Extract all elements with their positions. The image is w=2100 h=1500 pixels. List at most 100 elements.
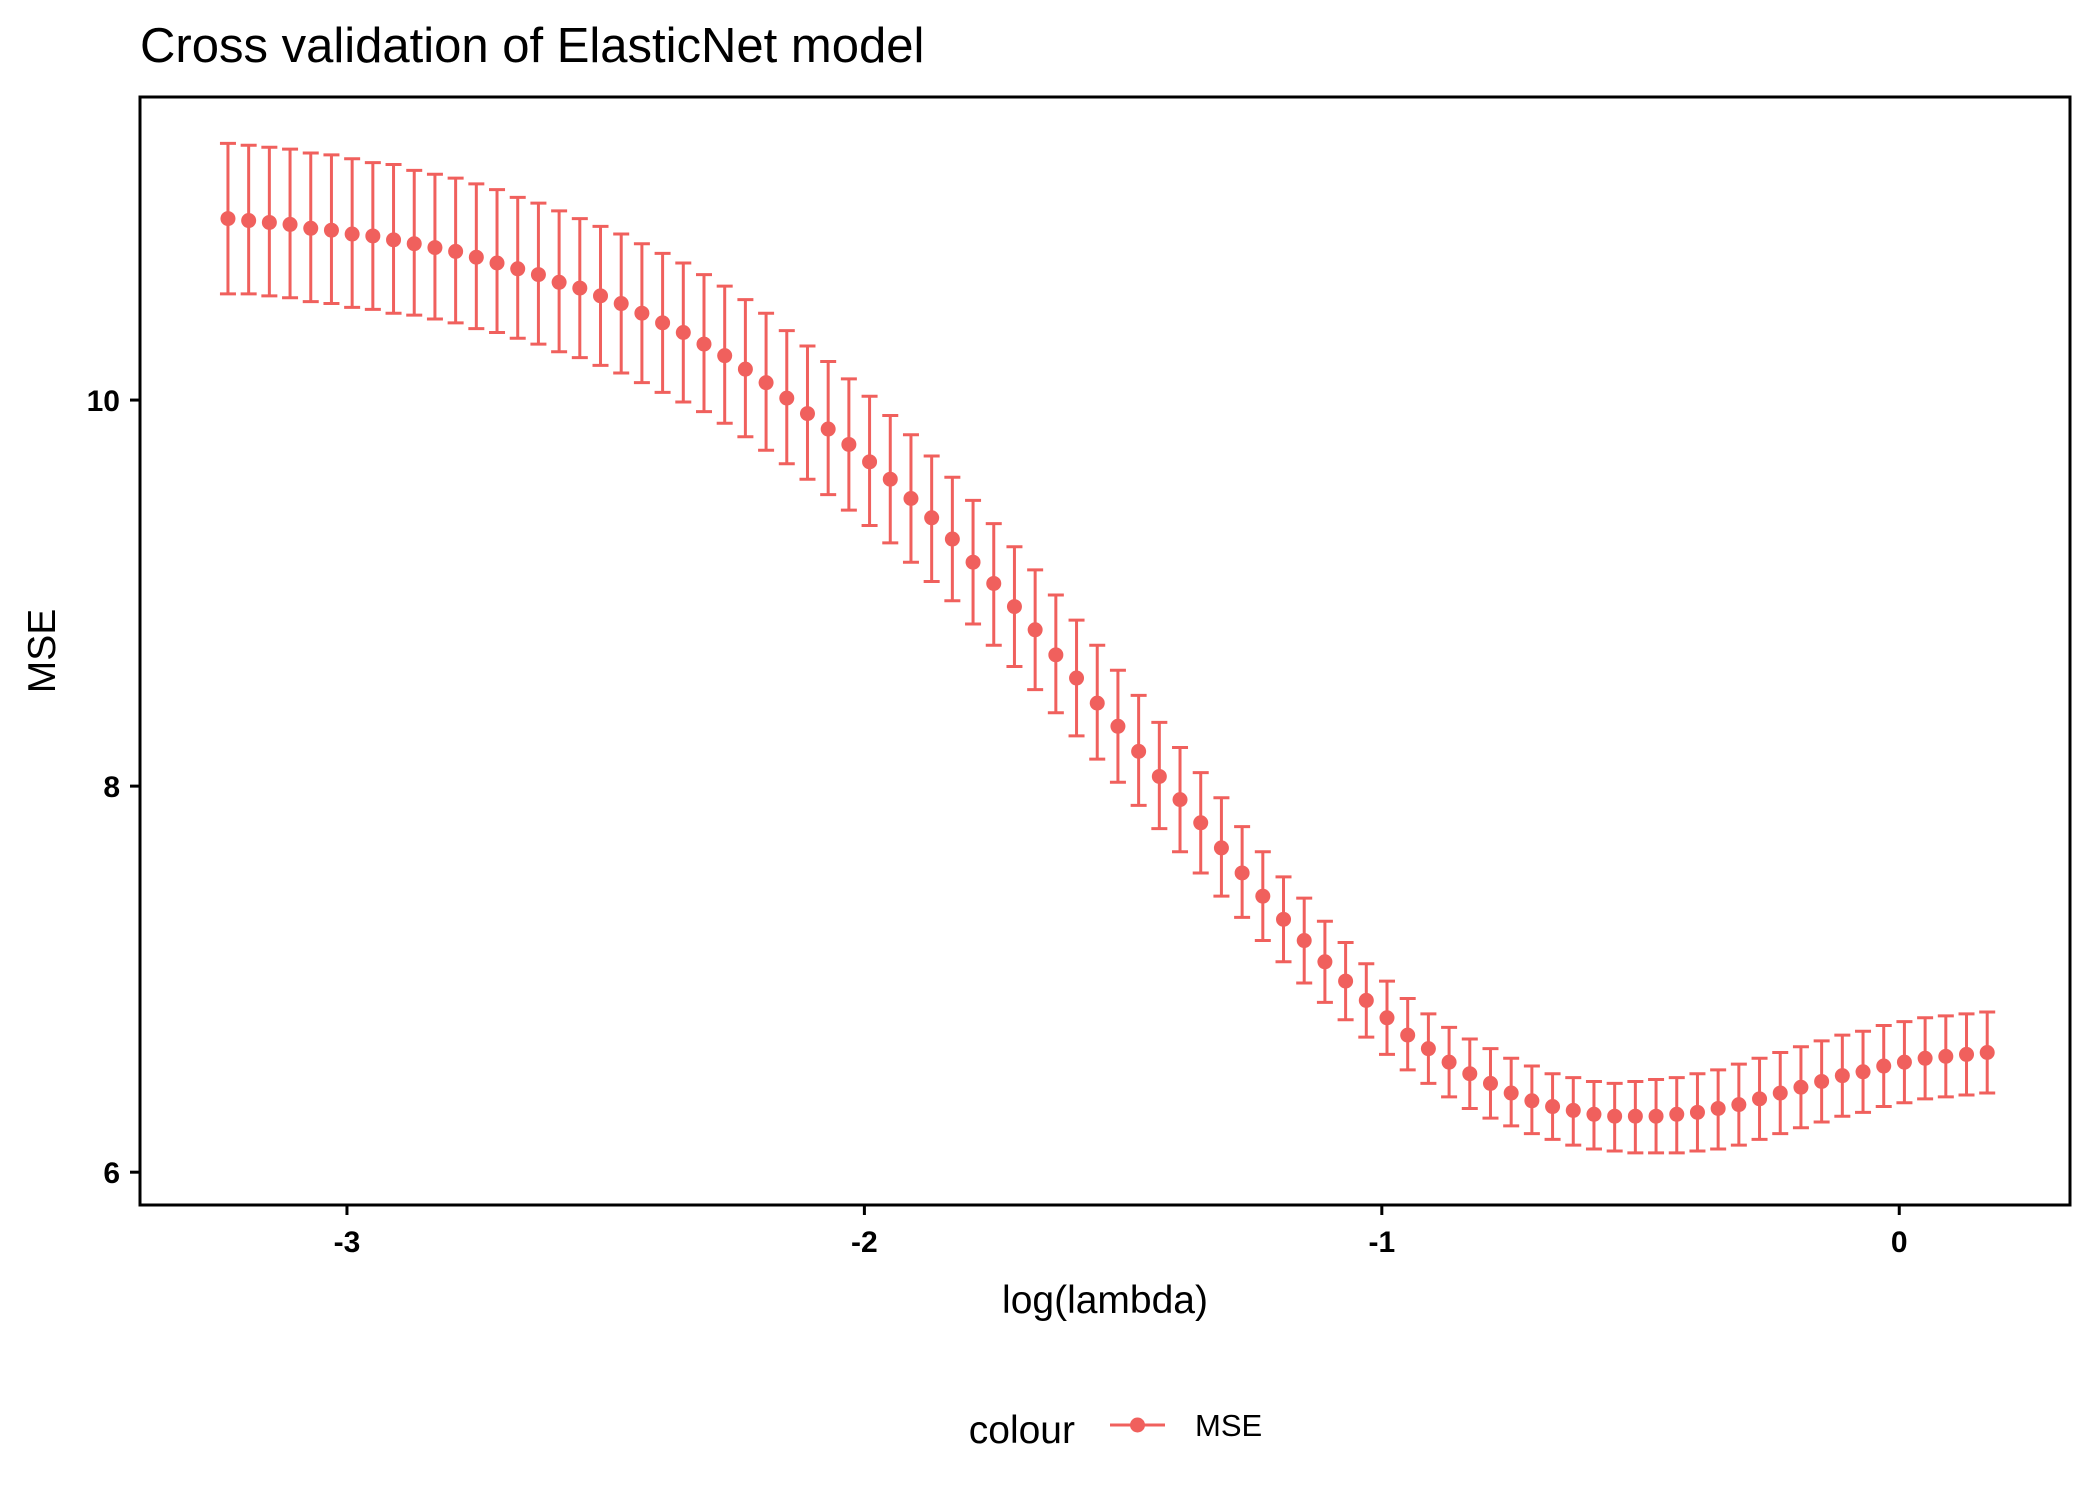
data-point-group [1896,1020,1913,1105]
data-point-group [261,145,278,298]
data-point-group [1316,919,1333,1004]
data-point-group [923,454,940,584]
data-point [1545,1099,1561,1115]
data-point-group [1668,1076,1685,1155]
data-point-group [1192,771,1209,875]
data-point-group [1855,1029,1872,1114]
data-point [1731,1097,1747,1113]
data-point [1627,1108,1643,1124]
data-point-group [1441,1025,1458,1099]
data-point-group [799,344,816,481]
data-point [593,288,609,304]
data-point-group [489,188,506,334]
data-point-group [1917,1016,1934,1101]
data-point-group [1461,1037,1478,1110]
data-point-group [302,151,319,304]
data-point-group [1606,1081,1623,1153]
x-tick-label: -2 [851,1226,878,1259]
chart-title: Cross validation of ElasticNet model [140,19,924,73]
data-point [1959,1046,1975,1062]
x-axis-title: log(lambda) [1002,1279,1208,1322]
data-point [655,315,671,331]
data-point [1917,1050,1933,1066]
data-point [1586,1106,1602,1122]
data-point [1027,622,1043,638]
data-point [1462,1066,1478,1082]
data-point-group [1068,618,1085,738]
data-point-group [551,209,568,354]
data-point-group [1544,1072,1561,1141]
data-point-group [1151,720,1168,831]
data-point-group [1710,1068,1727,1151]
data-point [1524,1093,1540,1109]
data-point-group [1813,1039,1830,1124]
data-point-group [1648,1078,1665,1155]
data-point-group [1213,796,1230,898]
data-point [1855,1064,1871,1080]
data-point-group [1234,825,1251,919]
data-point [510,261,526,277]
data-point-group [385,163,402,315]
data-point [1710,1100,1726,1116]
data-point [1752,1091,1768,1107]
data-point [737,361,753,377]
data-point-group [758,311,775,452]
series-mse [219,141,1996,1155]
data-point [882,471,898,487]
data-point [758,375,774,391]
data-point-group [1378,979,1395,1056]
data-point [944,531,960,547]
data-point [323,222,339,238]
data-point [696,336,712,352]
data-point-group [1730,1062,1747,1147]
data-point [1400,1027,1416,1043]
data-point-group [406,168,423,317]
data-point-group [592,224,609,367]
data-point [406,236,422,252]
data-point [1358,992,1374,1008]
data-point [924,510,940,526]
data-point-group [695,273,712,414]
data-point [1896,1054,1912,1070]
data-point [1234,865,1250,881]
data-point [1565,1102,1581,1118]
data-point [841,436,857,452]
data-point [1151,768,1167,784]
data-point-group [737,298,754,439]
data-point-group [861,394,878,528]
data-point [986,575,1002,591]
data-point [1276,911,1292,927]
data-point-group [1937,1014,1954,1099]
data-point [1669,1106,1685,1122]
data-point-group [282,147,299,300]
data-point [282,216,298,232]
data-point-group [1792,1045,1809,1130]
data-point-group [1482,1047,1499,1120]
data-point [1006,599,1022,615]
data-point [1441,1054,1457,1070]
data-point [1420,1041,1436,1057]
data-point-group [1503,1056,1520,1128]
data-point [1503,1085,1519,1101]
data-point [1379,1010,1395,1026]
data-point [1317,954,1333,970]
data-point-group [1006,545,1023,668]
legend-label-mse: MSE [1195,1408,1262,1443]
data-point-group [633,242,650,385]
data-point-group [1296,896,1313,985]
data-point-group [468,182,485,331]
data-point-group [1275,875,1292,964]
data-point [1255,888,1271,904]
plot-panel-border [138,95,2072,1207]
data-point [1793,1079,1809,1095]
data-point [820,421,836,437]
legend-key-mse [1110,1417,1165,1433]
data-point [489,255,505,271]
x-axis: -3 -2 -1 0 [334,1205,1908,1259]
data-point-group [1130,693,1147,807]
data-point-group [1399,996,1416,1072]
data-point-group [1109,668,1126,784]
legend-key-point [1130,1417,1145,1433]
data-point-group [1420,1012,1437,1085]
data-point-group [1565,1076,1582,1147]
